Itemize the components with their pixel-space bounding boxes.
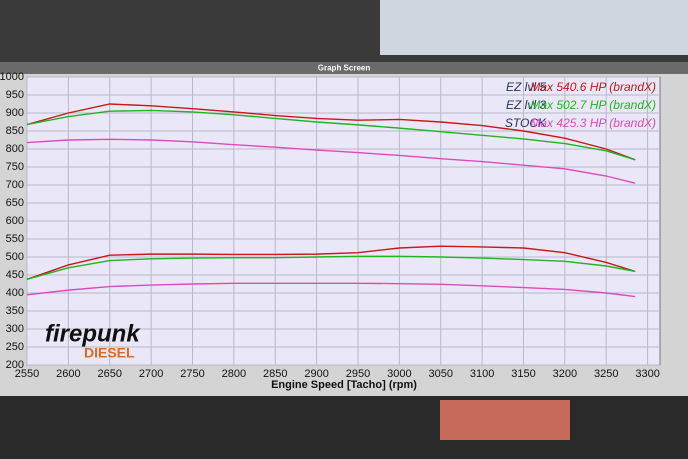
series-line: [26, 109, 636, 161]
y-tick-label: 200: [6, 359, 24, 371]
legend-entry: Max 540.6 HP (brandX): [530, 80, 656, 94]
y-tick-label: 950: [6, 89, 24, 101]
background-monitor: [380, 0, 688, 55]
legend-name: EZ lvl 5: [506, 80, 546, 94]
series-line: [26, 103, 636, 161]
y-tick-label: 550: [6, 233, 24, 245]
x-tick-label: 2750: [180, 368, 204, 380]
x-tick-label: 2600: [56, 368, 80, 380]
x-tick-label: 2800: [222, 368, 246, 380]
x-tick-label: 2550: [15, 368, 39, 380]
y-tick-label: 400: [6, 287, 24, 299]
x-tick-label: 2850: [263, 368, 287, 380]
y-tick-label: 750: [6, 161, 24, 173]
x-tick-label: 2900: [304, 368, 328, 380]
y-tick-label: 300: [6, 323, 24, 335]
x-tick-label: 2650: [98, 368, 122, 380]
logo-bottom: DIESEL: [84, 345, 135, 361]
y-tick-label: 700: [6, 179, 24, 191]
y-tick-label: 250: [6, 341, 24, 353]
legend-entry: Max 425.3 HP (brandX): [530, 116, 656, 130]
series-line: [26, 255, 636, 280]
legend-entry: Max 502.7 HP (brandX): [530, 98, 656, 112]
x-tick-label: 3250: [594, 368, 618, 380]
y-tick-label: 900: [6, 107, 24, 119]
y-tick-label: 800: [6, 143, 24, 155]
x-tick-label: 3050: [428, 368, 452, 380]
background-desk: [0, 395, 688, 459]
series-line: [26, 282, 636, 298]
x-tick-label: 3000: [387, 368, 411, 380]
x-axis-label: Engine Speed [Tacho] (rpm): [271, 379, 417, 391]
legend-name: STOCK: [505, 116, 547, 130]
y-tick-label: 500: [6, 251, 24, 263]
y-tick-label: 850: [6, 125, 24, 137]
y-tick-label: 650: [6, 197, 24, 209]
logo-top: firepunk: [45, 320, 141, 347]
series-line: [26, 138, 636, 184]
y-tick-label: 600: [6, 215, 24, 227]
x-tick-label: 3100: [470, 368, 494, 380]
x-tick-label: 3200: [553, 368, 577, 380]
x-tick-label: 3150: [511, 368, 535, 380]
x-tick-label: 3300: [635, 368, 659, 380]
y-tick-label: 350: [6, 305, 24, 317]
series-line: [26, 245, 636, 280]
y-tick-label: 450: [6, 269, 24, 281]
x-tick-label: 2950: [346, 368, 370, 380]
y-tick-label: 1000: [0, 71, 24, 83]
legend-name: EZ lvl 3: [506, 98, 546, 112]
background-cloth: [440, 400, 570, 440]
x-tick-label: 2700: [139, 368, 163, 380]
window-title: Graph Screen: [318, 64, 371, 73]
window-titlebar: [0, 62, 688, 74]
